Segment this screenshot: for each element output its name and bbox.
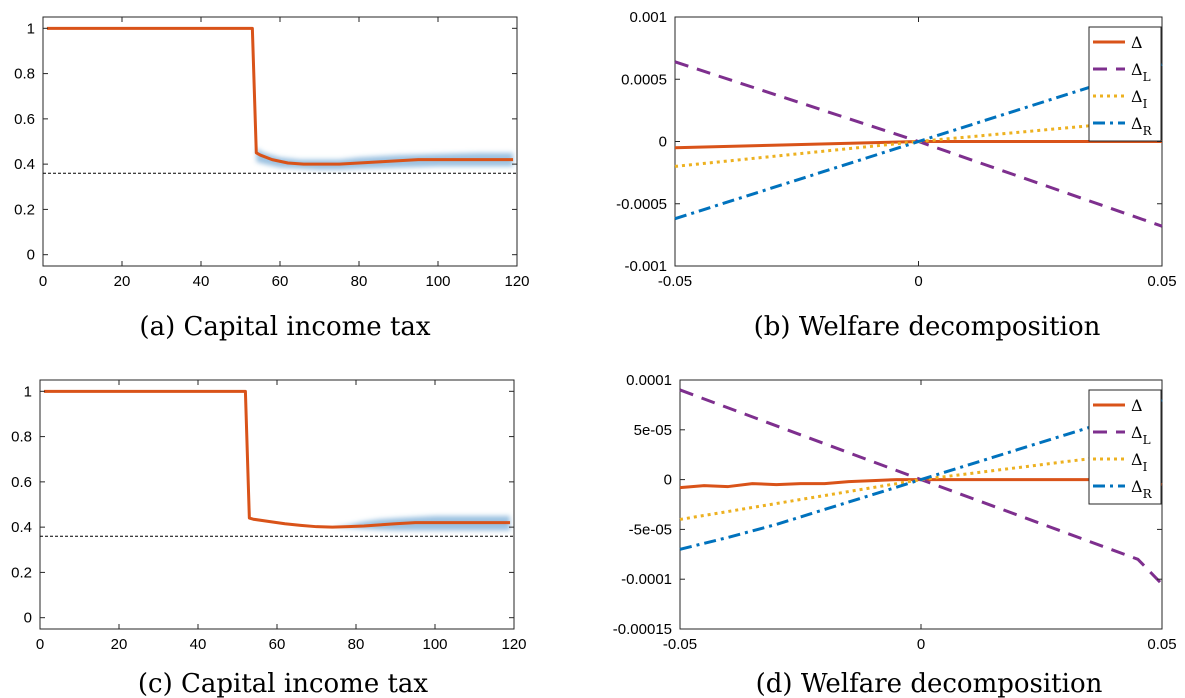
caption-b: (b) Welfare decomposition	[754, 312, 1101, 342]
y-tick-label: -5e-05	[629, 521, 672, 538]
series-line-3	[679, 448, 1163, 521]
y-tick-label: 0.2	[11, 564, 32, 581]
series-line-1	[679, 478, 1163, 490]
caption-c: (c) Capital income tax	[138, 669, 429, 698]
y-tick-label: -0.001	[624, 258, 667, 275]
y-tick-label: 0.0001	[626, 372, 672, 389]
x-tick-label: -0.05	[663, 636, 697, 653]
x-tick-label: 0.05	[1147, 636, 1176, 653]
x-tick-label: 0.05	[1147, 273, 1176, 290]
y-tick-label: 0	[27, 247, 35, 264]
x-tick-label: 40	[193, 273, 210, 290]
y-tick-label: 0.0005	[621, 71, 667, 88]
y-tick-label: -0.0005	[616, 196, 667, 213]
legend-label: ΔR	[1131, 114, 1153, 138]
x-tick-label: 60	[272, 273, 289, 290]
x-tick-label: 0	[917, 636, 925, 653]
legend-label: ΔL	[1131, 60, 1151, 84]
y-tick-label: 1	[27, 20, 35, 37]
legend-label: ΔR	[1131, 477, 1153, 501]
y-tick-label: 0	[659, 134, 667, 151]
x-tick-label: 100	[425, 273, 450, 290]
x-tick-label: 40	[190, 636, 207, 653]
y-tick-label: -0.0001	[621, 571, 672, 588]
x-tick-label: 0	[36, 636, 44, 653]
y-tick-label: 0	[24, 610, 32, 627]
y-tick-label: 0	[664, 472, 672, 489]
axes-box	[42, 16, 518, 267]
legend-label: ΔI	[1131, 450, 1148, 474]
panel-b-welfare-decomposition: -0.05 0 0.05 -0.001 -0.0005 0 0.0005 0.001 Δ ΔL ΔI…	[616, 9, 1176, 290]
panel-c-capital-income-tax: 0 20 40 60 80 100 120 0 0.2 0.4 0.6 0.8 1	[11, 379, 527, 653]
caption-d: (d) Welfare decomposition	[756, 669, 1103, 698]
legend: Δ ΔL ΔI ΔR	[1088, 26, 1162, 142]
y-tick-label: 0.8	[14, 66, 35, 83]
panel-a-capital-income-tax: 0 20 40 60 80 100 120 0 0.2 0.4 0.6 0.8 1	[14, 16, 530, 290]
x-tick-label: 100	[422, 636, 447, 653]
x-tick-label: 0	[39, 273, 47, 290]
legend-label: ΔI	[1131, 87, 1148, 111]
series-line-3	[674, 117, 1163, 168]
y-tick-label: 0.6	[14, 111, 35, 128]
series-line-1	[46, 26, 514, 166]
y-tick-label: 0.4	[11, 519, 32, 536]
legend-label: Δ	[1131, 33, 1143, 52]
y-tick-label: 5e-05	[634, 422, 672, 439]
y-tick-label: 0.8	[11, 429, 32, 446]
y-tick-label: 0.2	[14, 201, 35, 218]
x-tick-label: 60	[269, 636, 286, 653]
caption-a: (a) Capital income tax	[139, 312, 430, 342]
x-tick-label: 20	[111, 636, 128, 653]
y-tick-label: 1	[24, 383, 32, 400]
x-tick-label: 80	[351, 273, 368, 290]
y-tick-label: -0.00015	[613, 621, 672, 638]
y-tick-label: 0.4	[14, 156, 35, 173]
series-line-4	[674, 62, 1163, 221]
axes-box	[39, 379, 515, 630]
legend-label: Δ	[1131, 396, 1143, 415]
y-tick-label: 0.6	[11, 474, 32, 491]
legend: Δ ΔL ΔI ΔR	[1088, 389, 1162, 505]
x-tick-label: 0	[914, 273, 922, 290]
y-tick-label: 0.001	[629, 9, 667, 26]
x-tick-label: 120	[501, 636, 526, 653]
x-tick-label: 80	[348, 636, 365, 653]
axes-box	[679, 379, 1163, 630]
x-tick-label: 20	[114, 273, 131, 290]
series-line-1	[43, 389, 511, 529]
x-tick-label: -0.05	[658, 273, 692, 290]
series-line-4	[679, 398, 1163, 551]
x-tick-label: 120	[504, 273, 529, 290]
panel-d-welfare-decomposition: -0.05 0 0.05 -0.00015 -0.0001 -5e-05 0 5e-05 0.0…	[613, 372, 1177, 653]
legend-label: ΔL	[1131, 423, 1151, 447]
series-line-2	[679, 388, 1164, 586]
